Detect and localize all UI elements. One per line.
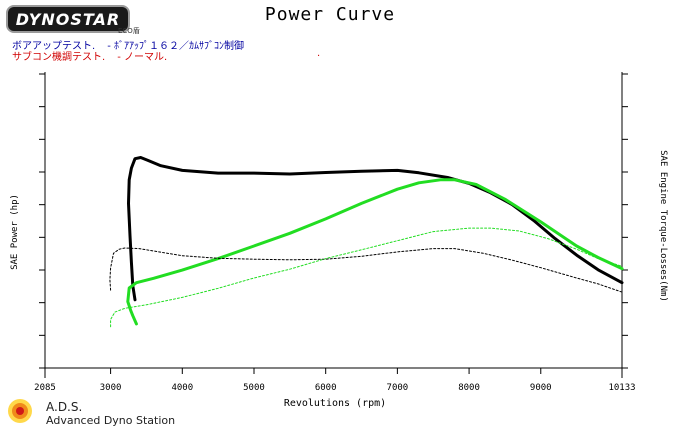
x-tick-label: 7000 <box>387 383 409 393</box>
legend-dot: . <box>317 48 321 59</box>
legend-label-1: ボアアップテスト. <box>12 41 96 52</box>
x-tick-label: 4000 <box>171 383 193 393</box>
y2-axis-label: SAE Engine Torque-Losses(Nm) <box>658 150 668 302</box>
series-line-power-1 <box>127 156 624 302</box>
x-tick-label: 10133 <box>608 383 635 393</box>
y-axis-label: SAE Power (hp) <box>10 194 20 270</box>
dynostar-logo: DYNOSTAR <box>6 5 130 33</box>
logo-text: DYNOSTAR <box>15 10 121 29</box>
chart-axes: 2085 3000 4000 5000 6000 7000 8000 9000 10133 <box>34 72 636 393</box>
x-tick-label: 2085 <box>34 383 56 393</box>
chart-title: Power Curve <box>264 4 396 25</box>
legend-entry-2: サブコン機調テスト. - ノーマル.. <box>12 48 320 63</box>
ads-brand: A.D.S. <box>46 400 83 414</box>
chart-series <box>109 156 624 328</box>
series-line-torque-4 <box>110 227 623 328</box>
x-tick-label: 3000 <box>100 383 122 393</box>
series-line-power-2 <box>126 178 624 326</box>
legend-entry-1: ボアアップテスト. - ﾎﾞｱｱｯﾌﾟ１６２／ｶﾑｻﾌﾞｺﾝ制御 <box>12 37 244 52</box>
x-tick-label: 5000 <box>243 383 265 393</box>
ads-station: Advanced Dyno Station <box>46 414 176 427</box>
legend-desc-2: - ノーマル. <box>117 52 168 63</box>
x-tick-label: 9000 <box>530 383 552 393</box>
series-line-torque-3 <box>109 247 623 293</box>
legend-label-2: サブコン機調テスト. <box>12 52 106 63</box>
logo-subtext: ECO盾 <box>118 27 140 35</box>
x-tick-label: 8000 <box>458 383 480 393</box>
legend-desc-1: - ﾎﾞｱｱｯﾌﾟ１６２／ｶﾑｻﾌﾞｺﾝ制御 <box>107 41 244 52</box>
x-tick-label: 6000 <box>315 383 337 393</box>
ads-logo-icon <box>8 399 32 423</box>
x-axis-label: Revolutions (rpm) <box>284 398 386 409</box>
